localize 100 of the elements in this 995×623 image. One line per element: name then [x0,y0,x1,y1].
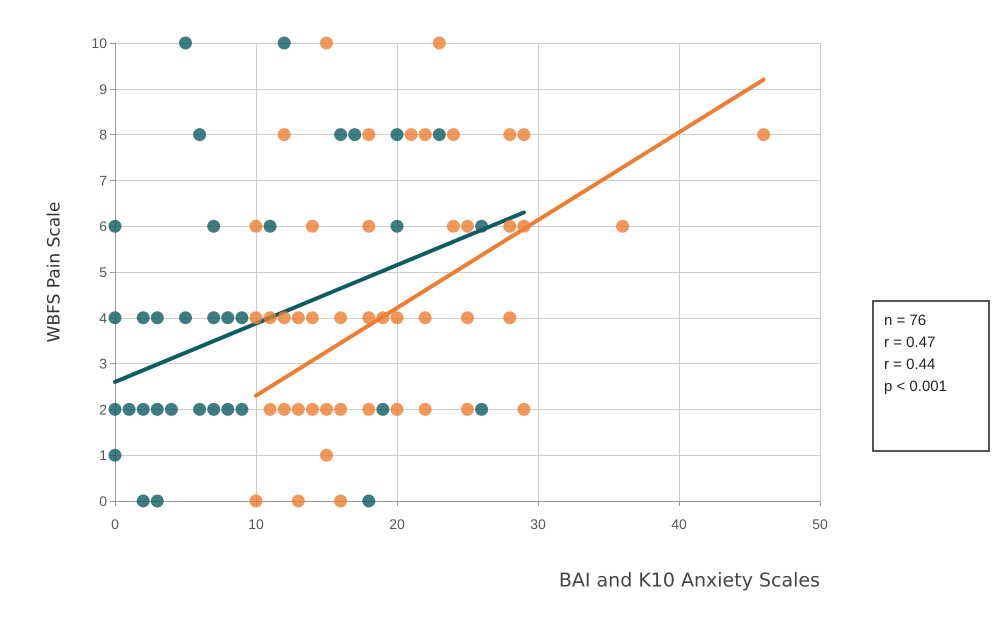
point [306,311,319,324]
point [320,36,333,50]
point [362,220,376,233]
point [108,311,122,324]
point [390,220,404,233]
point [278,311,291,324]
point [517,128,530,142]
point [432,128,446,142]
point [150,494,164,508]
point [503,311,516,324]
point [404,128,418,142]
point [362,494,376,508]
point [390,311,404,324]
point [461,402,474,416]
point [376,402,390,416]
point [122,402,136,416]
y-tick-label: 0 [99,493,108,509]
point [390,402,404,416]
point [264,311,277,324]
y-tick-label: 10 [91,35,108,51]
point [207,402,220,416]
point [348,128,362,142]
point [306,220,319,233]
y-tick-label: 8 [99,126,108,143]
point [164,402,178,416]
point [108,402,122,416]
text: r = 0.47 [884,334,936,351]
point [136,494,150,508]
y-axis-title: WBFS Pain Scale [44,202,64,342]
point [362,402,376,416]
point [503,220,516,233]
point [193,402,206,416]
x-tick-label: 50 [812,516,828,532]
point [446,220,460,233]
point [221,311,234,324]
point [250,220,262,233]
point [446,128,460,142]
point [207,220,220,233]
point [278,128,291,142]
point [517,220,530,233]
point [475,402,488,416]
point [193,128,206,142]
y-tick-label: 5 [99,264,108,280]
point [757,128,770,142]
point [235,311,248,324]
point [334,494,348,508]
point [221,402,234,416]
x-tick-label: 10 [248,516,264,532]
point [418,402,432,416]
point [334,311,348,324]
x-axis-title: BAI and K10 Anxiety Scales [558,570,820,592]
point [292,494,305,508]
point [376,311,390,324]
point [108,448,122,462]
point [334,402,348,416]
x-tick-label: 40 [671,516,687,532]
point [264,220,277,233]
point [320,448,333,462]
text: r = 0.44 [884,356,936,373]
point [390,128,404,142]
point [362,311,376,324]
y-tick-label: 7 [99,172,108,188]
point [461,311,474,324]
x-tick-label: 0 [111,516,120,532]
y-tick-label: 1 [99,447,108,464]
point [264,402,277,416]
y-tick-label: 3 [99,356,108,372]
point [292,311,305,324]
point [475,220,488,233]
y-tick-label: 9 [99,80,108,97]
point [150,311,164,324]
point [136,311,150,324]
point [136,402,150,416]
point [179,36,192,50]
point [418,311,432,324]
point [292,402,305,416]
point [250,494,262,508]
y-tick-label: 4 [99,310,108,326]
point [235,402,248,416]
point [150,402,164,416]
point [306,402,319,416]
x-tick-label: 30 [530,516,546,532]
point [616,220,630,233]
point [418,128,432,142]
point [179,311,192,324]
point [278,36,291,50]
point [503,128,516,142]
y-tick-label: 2 [99,401,108,418]
point [320,402,333,416]
point [334,128,348,142]
text: p < 0.001 [884,378,947,395]
point [250,311,262,324]
point [461,220,474,233]
point [362,128,376,142]
point [207,311,220,324]
x-tick-label: 20 [389,516,405,532]
point [108,220,122,233]
y-tick-label: 6 [99,218,108,234]
text: n = 76 [884,312,926,329]
point [432,36,446,50]
